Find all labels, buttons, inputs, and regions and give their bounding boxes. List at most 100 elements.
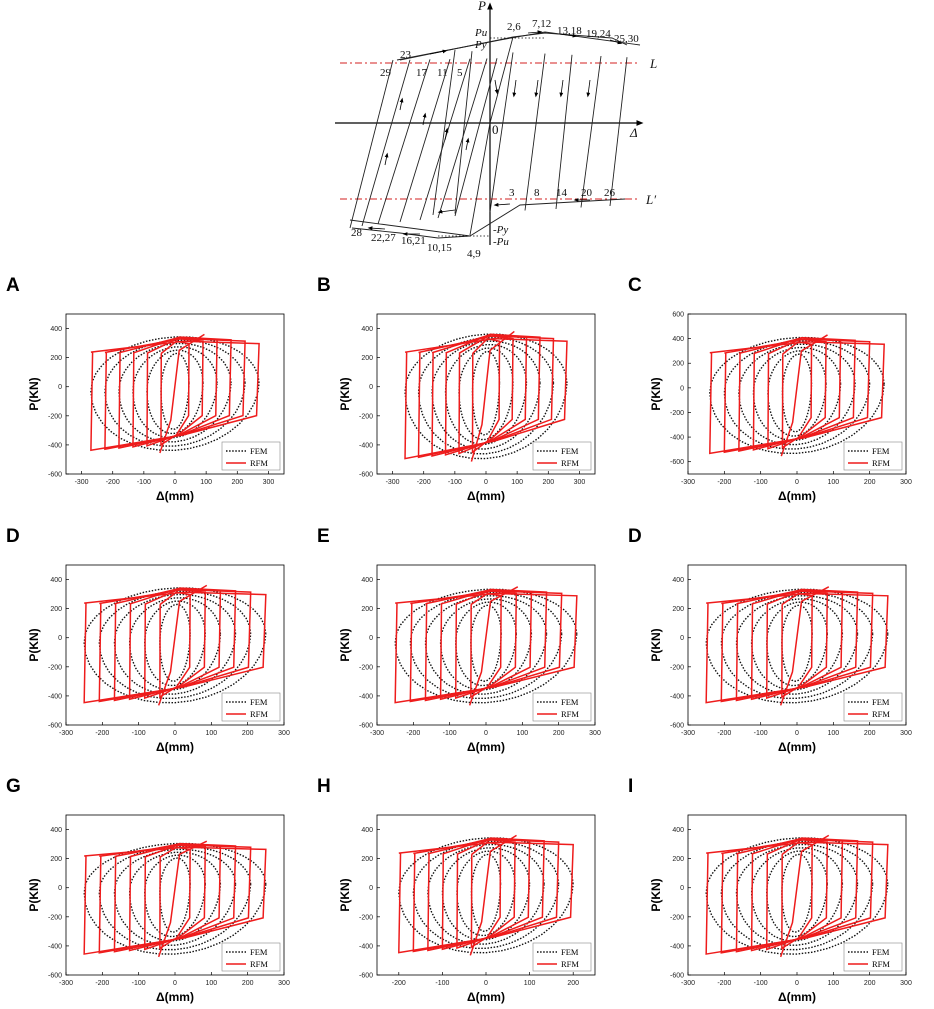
flow-arrow [465,137,470,151]
rfm-loop [409,590,563,703]
fem-loop [132,346,218,439]
y-tick-label: 200 [672,606,684,613]
fem-loop [720,591,874,700]
y-tick-label: 200 [361,355,373,362]
rfm-loop [398,841,574,954]
fem-loop [427,843,545,945]
legend-box [532,692,592,722]
rfm-loop [439,588,533,701]
rfm-series [398,834,574,956]
reloading-line [437,58,488,219]
fem-loop [752,346,842,442]
x-tick-label: -300 [681,730,695,737]
x-tick-label: 0 [484,980,488,987]
x-tick-label: 0 [173,980,177,987]
legend-fem-label: FEM [250,446,268,456]
fem-loop [412,840,560,950]
rfm-loop [132,336,218,448]
legend-rfm-label: RFM [561,959,579,969]
rfm-loop [412,838,560,953]
x-tick-label: 0 [484,730,488,737]
legend-box [843,942,903,972]
rfm-loop [417,335,555,459]
point-label: 28 [351,227,363,239]
panel-letter: D [628,526,642,547]
y-tick-label: 200 [672,361,684,368]
x-tick-label: 200 [864,730,876,737]
x-tick-label: -200 [95,730,109,737]
x-tick-label: -200 [717,730,731,737]
panel-letter: C [628,275,642,296]
fem-series [90,336,260,451]
y-axis-label: P(KN) [338,878,352,911]
origin-label: 0 [492,122,499,137]
x-tick-label: -200 [406,730,420,737]
x-axis-label: Δ(mm) [778,740,816,754]
rfm-loop [471,337,501,454]
fem-loop [98,590,252,700]
line-l-prime-label: L′ [645,192,656,207]
fem-loop [781,604,813,682]
flow-arrow [512,79,517,98]
fem-series [394,588,578,704]
y-tick-label: 0 [369,635,373,642]
rfm-loop [404,337,568,460]
legend-rfm-label: RFM [250,458,268,468]
flow-arrow [367,226,386,231]
fem-series [398,837,574,954]
legend: FEM RFM [532,441,592,471]
rfm-loop [470,841,502,949]
y-axis-label: P(KN) [27,628,41,661]
flow-arrow [493,202,511,207]
reloading-line [399,58,451,223]
rfm-skeleton [470,330,515,462]
y-axis-label: P(KN) [649,377,663,410]
fem-loop [750,847,844,942]
fem-loop [417,337,555,455]
x-axis-label: Δ(mm) [156,740,194,754]
rfm-loop [113,587,237,702]
x-tick-label: 200 [242,980,254,987]
legend-box [532,441,592,471]
rfm-loop [118,336,232,449]
unloading-line [454,51,473,214]
y-tick-label: -400 [359,442,373,449]
y-tick-label: 400 [361,827,373,834]
x-tick-label: -200 [106,479,120,486]
x-tick-label: 300 [900,980,912,987]
point-label: 5 [457,67,463,79]
fem-loop [98,845,252,951]
panel-letter: G [6,776,21,797]
x-tick-label: -100 [443,730,457,737]
reloading-line [361,59,411,227]
x-tick-label: 300 [278,730,290,737]
legend: FEM RFM [843,441,903,471]
y-tick-label: -200 [48,914,62,921]
y-tick-label: -600 [48,723,62,730]
flow-arrow [444,127,449,141]
flow-arrow [494,79,499,95]
rfm-series [394,586,578,706]
y-tick-label: 400 [672,577,684,584]
y-tick-label: 0 [58,635,62,642]
y-tick-label: 400 [50,326,62,333]
point-label: 23 [400,49,412,61]
y-tick-label: 0 [680,885,684,892]
rfm-loop [705,841,889,955]
x-tick-label: 0 [795,980,799,987]
unloading-line [524,53,546,211]
x-tick-label: -100 [448,479,462,486]
point-label: 3 [509,187,515,199]
x-tick-label: -300 [75,479,89,486]
point-label: 10,15 [427,242,452,254]
x-tick-label: -300 [386,479,400,486]
rfm-series [705,834,889,958]
rfm-series [90,333,260,454]
x-tick-label: 200 [553,730,565,737]
fem-loop [781,353,813,433]
rfm-skeleton [780,334,828,457]
x-tick-label: -100 [754,730,768,737]
rfm-skeleton [779,586,830,706]
rfm-loop [720,838,874,954]
y-tick-label: -600 [359,472,373,479]
